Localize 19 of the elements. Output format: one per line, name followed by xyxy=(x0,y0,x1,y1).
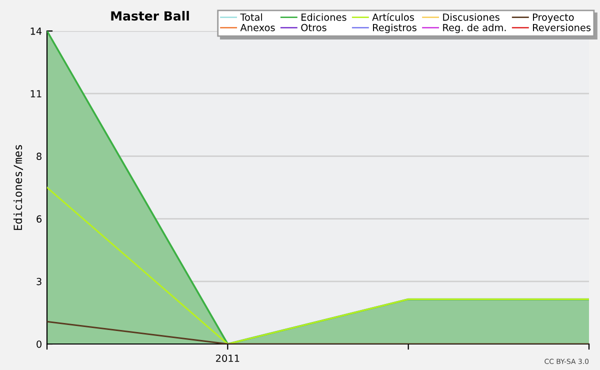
y-tick-label: 8 xyxy=(36,152,42,160)
legend-label: Anexos xyxy=(240,24,275,32)
y-tick-label: 14 xyxy=(30,28,42,35)
y-tick-label: 3 xyxy=(36,278,42,286)
chart-title: Master Ball xyxy=(111,10,189,21)
legend-label: Registros xyxy=(373,24,416,34)
y-tick-label: 0 xyxy=(36,340,42,348)
legend-label: Reversiones xyxy=(533,24,591,32)
x-tick-label: 2011 xyxy=(216,354,240,362)
legend-label: Artículos xyxy=(372,12,414,21)
legend-label: Proyecto xyxy=(533,14,574,23)
legend-label: Reg. de adm. xyxy=(443,24,506,34)
legend-label: Total xyxy=(240,13,262,21)
y-tick-label: 11 xyxy=(30,90,42,98)
legend-label: Ediciones xyxy=(302,13,346,21)
y-axis-title: Ediciones/mes xyxy=(13,145,23,230)
legend-label: Otros xyxy=(301,24,326,32)
y-tick-label: 6 xyxy=(36,215,42,223)
legend-label: Discusiones xyxy=(443,13,500,21)
